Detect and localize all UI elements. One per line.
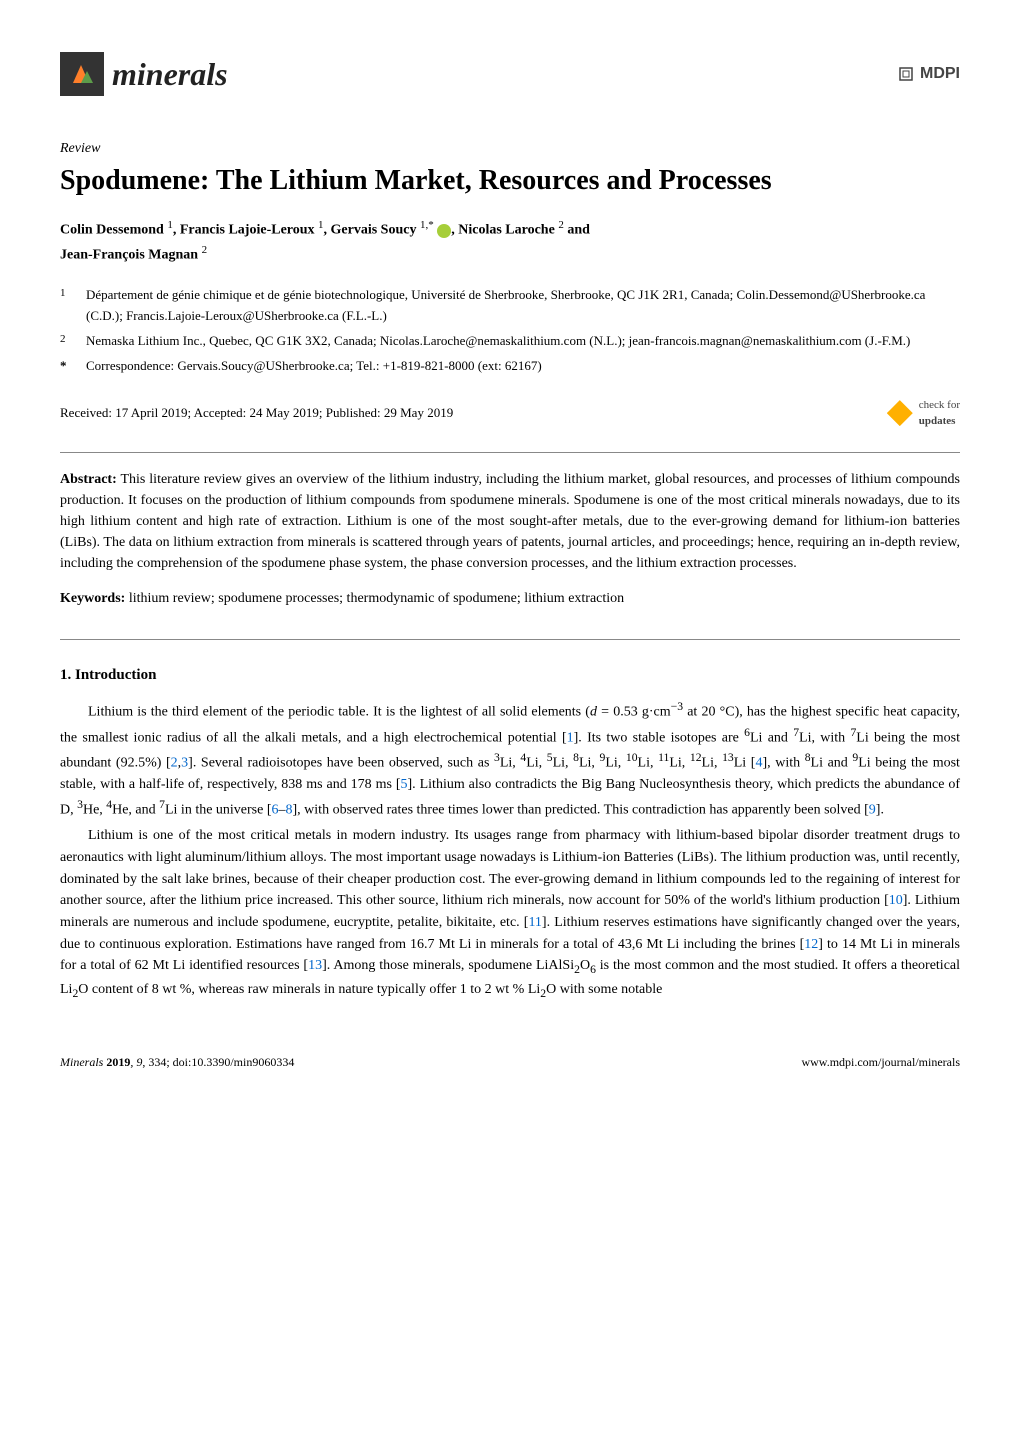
affil-number: 2 — [60, 331, 74, 352]
ref-link[interactable]: 10 — [889, 893, 903, 908]
author-name: Colin Dessemond — [60, 223, 167, 238]
ref-link[interactable]: 1 — [567, 730, 574, 745]
author-and: and — [564, 223, 590, 238]
affiliation-row: 2 Nemaska Lithium Inc., Quebec, QC G1K 3… — [60, 331, 960, 352]
correspondence-row: * Correspondence: Gervais.Soucy@USherbro… — [60, 356, 960, 377]
ref-link[interactable]: 11 — [528, 915, 541, 930]
check-updates-badge[interactable]: check for updates — [887, 397, 960, 430]
affiliation-row: 1 Département de génie chimique et de gé… — [60, 285, 960, 327]
journal-logo: minerals — [60, 50, 228, 98]
minerals-icon — [60, 52, 104, 96]
journal-name: minerals — [112, 50, 228, 98]
publisher-name: MDPI — [920, 62, 960, 86]
dates-row: Received: 17 April 2019; Accepted: 24 Ma… — [60, 397, 960, 430]
ref-link[interactable]: 12 — [804, 937, 818, 952]
section-heading: 1. Introduction — [60, 664, 960, 687]
author-name: Jean-François Magnan — [60, 248, 202, 263]
keywords-label: Keywords: — [60, 591, 125, 606]
keywords: Keywords: lithium review; spodumene proc… — [60, 588, 960, 609]
abstract: Abstract: This literature review gives a… — [60, 469, 960, 574]
updates-icon — [887, 400, 913, 426]
ref-link[interactable]: 6 — [272, 803, 279, 818]
article-title: Spodumene: The Lithium Market, Resources… — [60, 163, 960, 199]
footer-citation: Minerals 2019, 9, 334; doi:10.3390/min90… — [60, 1053, 294, 1071]
article-type: Review — [60, 138, 960, 159]
author-sep: , Francis Lajoie-Leroux — [173, 223, 318, 238]
authors: Colin Dessemond 1, Francis Lajoie-Leroux… — [60, 217, 960, 267]
author-sep: , Gervais Soucy — [324, 223, 420, 238]
body-paragraph: Lithium is one of the most critical meta… — [60, 825, 960, 1003]
abstract-text: This literature review gives an overview… — [60, 472, 960, 571]
body-paragraph: Lithium is the third element of the peri… — [60, 698, 960, 821]
publisher-logo: MDPI — [896, 62, 960, 86]
correspondence-star: * — [60, 356, 74, 377]
affil-text: Nemaska Lithium Inc., Quebec, QC G1K 3X2… — [86, 331, 910, 352]
author-affil-sup: 2 — [202, 244, 208, 256]
affil-number: 1 — [60, 285, 74, 327]
author-sep: , Nicolas Laroche — [451, 223, 558, 238]
updates-label: check for updates — [919, 397, 960, 430]
abstract-block: Abstract: This literature review gives a… — [60, 452, 960, 640]
page-header: minerals MDPI — [60, 50, 960, 98]
affil-text: Département de génie chimique et de géni… — [86, 285, 960, 327]
ref-link[interactable]: 5 — [401, 777, 408, 792]
ref-link[interactable]: 13 — [308, 958, 322, 973]
affiliations: 1 Département de génie chimique et de gé… — [60, 285, 960, 376]
orcid-icon[interactable] — [437, 224, 451, 238]
ref-link[interactable]: 2 — [171, 756, 178, 771]
author-affil-sup: 1,* — [420, 219, 434, 231]
ref-link[interactable]: 8 — [286, 803, 293, 818]
keywords-text: lithium review; spodumene processes; the… — [125, 591, 624, 606]
footer-journal-url[interactable]: www.mdpi.com/journal/minerals — [801, 1053, 960, 1071]
abstract-label: Abstract: — [60, 472, 117, 487]
ref-link[interactable]: 9 — [869, 803, 876, 818]
page-footer: Minerals 2019, 9, 334; doi:10.3390/min90… — [60, 1053, 960, 1071]
correspondence-text: Correspondence: Gervais.Soucy@USherbrook… — [86, 356, 542, 377]
publication-dates: Received: 17 April 2019; Accepted: 24 Ma… — [60, 403, 453, 423]
